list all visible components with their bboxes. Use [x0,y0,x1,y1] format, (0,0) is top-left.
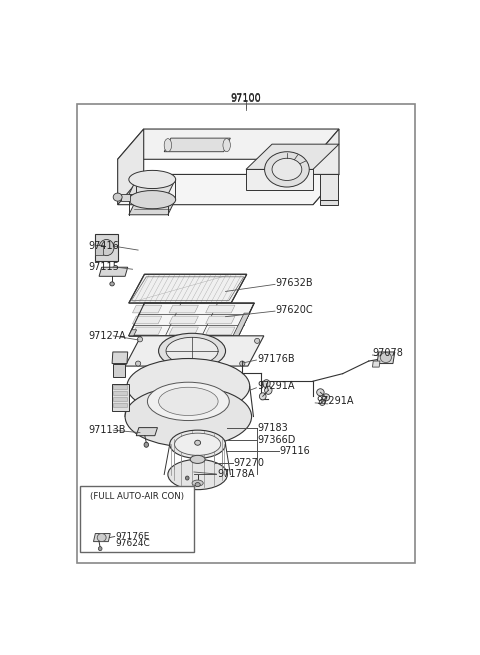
Text: 97113B: 97113B [88,425,125,435]
Ellipse shape [240,361,245,366]
Ellipse shape [147,383,229,421]
Ellipse shape [170,430,226,458]
Ellipse shape [164,139,172,152]
Ellipse shape [129,191,176,209]
Polygon shape [129,200,175,215]
Bar [81,486,194,552]
Polygon shape [112,352,128,364]
Polygon shape [169,305,198,313]
Polygon shape [169,316,198,324]
Text: 97183: 97183 [257,422,288,432]
Ellipse shape [110,282,114,286]
Ellipse shape [272,159,302,181]
Polygon shape [94,534,110,542]
Text: 97366D: 97366D [257,435,296,445]
Text: 97100: 97100 [230,94,262,103]
Text: 97100: 97100 [230,93,262,103]
Text: 97270: 97270 [233,458,264,468]
Ellipse shape [113,193,122,201]
Polygon shape [113,385,127,389]
Polygon shape [377,352,395,364]
Polygon shape [96,234,118,261]
Polygon shape [205,316,235,324]
Ellipse shape [127,358,250,414]
Polygon shape [132,305,162,313]
Polygon shape [233,313,250,336]
Polygon shape [113,364,125,377]
Text: 97624C: 97624C [115,539,150,548]
Ellipse shape [137,337,143,342]
Polygon shape [118,129,339,159]
Polygon shape [246,170,313,189]
Text: 97176E: 97176E [115,532,149,541]
Ellipse shape [319,400,325,405]
Ellipse shape [195,483,200,487]
Text: 97620C: 97620C [276,305,313,314]
Polygon shape [164,138,230,152]
Ellipse shape [99,240,114,255]
Polygon shape [246,144,339,170]
Ellipse shape [175,433,221,455]
Ellipse shape [185,476,189,480]
Polygon shape [129,303,254,336]
Polygon shape [321,200,338,204]
Polygon shape [112,384,129,411]
Polygon shape [169,327,198,335]
Text: 97127A: 97127A [88,331,126,341]
Polygon shape [113,403,127,407]
Ellipse shape [322,394,330,401]
Ellipse shape [135,361,141,366]
Ellipse shape [259,393,266,400]
Ellipse shape [166,337,218,365]
Ellipse shape [264,152,309,187]
Ellipse shape [192,480,203,486]
Text: 97078: 97078 [372,348,403,358]
Polygon shape [96,245,103,255]
Polygon shape [99,267,128,276]
Ellipse shape [223,139,230,152]
Ellipse shape [264,386,272,394]
Polygon shape [136,428,157,436]
Text: 97176B: 97176B [257,354,295,364]
Polygon shape [129,329,137,336]
Ellipse shape [190,455,205,464]
Text: 97416: 97416 [88,241,119,251]
Polygon shape [125,336,264,366]
Ellipse shape [254,339,260,343]
Polygon shape [313,129,339,204]
Text: 97632B: 97632B [276,278,313,288]
Ellipse shape [98,547,102,551]
Polygon shape [113,398,127,402]
Polygon shape [205,305,235,313]
Polygon shape [132,327,162,335]
Polygon shape [129,274,247,303]
Text: 97115: 97115 [88,262,119,272]
Polygon shape [132,316,162,324]
Text: 97291A: 97291A [257,381,295,391]
Text: 97178A: 97178A [217,469,254,479]
Polygon shape [121,194,130,200]
Polygon shape [321,174,338,200]
Ellipse shape [125,386,252,447]
Ellipse shape [195,440,201,445]
Ellipse shape [317,389,324,396]
Ellipse shape [158,387,218,415]
Ellipse shape [263,380,270,388]
Polygon shape [118,129,144,204]
Text: (FULL AUTO-AIR CON): (FULL AUTO-AIR CON) [90,492,184,501]
Text: 97291A: 97291A [316,396,353,406]
Polygon shape [205,327,235,335]
Ellipse shape [129,170,176,189]
Polygon shape [372,361,380,367]
Ellipse shape [97,534,106,542]
Ellipse shape [158,333,226,369]
Polygon shape [113,391,127,396]
Ellipse shape [144,442,148,447]
Polygon shape [129,179,175,195]
Polygon shape [118,174,339,204]
Text: 97116: 97116 [279,446,310,457]
Ellipse shape [380,352,392,363]
Ellipse shape [168,459,228,490]
